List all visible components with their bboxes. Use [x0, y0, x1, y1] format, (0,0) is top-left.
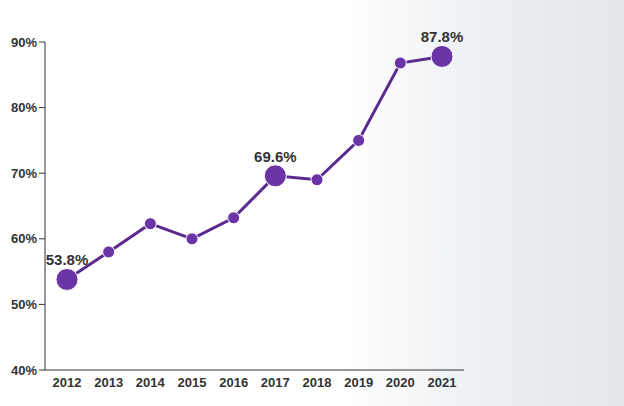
svg-text:2021: 2021: [428, 375, 457, 390]
svg-text:2020: 2020: [386, 375, 415, 390]
svg-text:87.8%: 87.8%: [421, 28, 464, 45]
svg-text:40%: 40%: [11, 363, 37, 378]
svg-text:50%: 50%: [11, 297, 37, 312]
svg-text:2013: 2013: [94, 375, 123, 390]
svg-text:60%: 60%: [11, 231, 37, 246]
svg-text:80%: 80%: [11, 100, 37, 115]
svg-text:2017: 2017: [261, 375, 290, 390]
svg-text:2018: 2018: [303, 375, 332, 390]
svg-text:2012: 2012: [53, 375, 82, 390]
svg-text:2014: 2014: [136, 375, 166, 390]
svg-text:53.8%: 53.8%: [46, 251, 89, 268]
svg-text:69.6%: 69.6%: [254, 148, 297, 165]
svg-text:2015: 2015: [178, 375, 207, 390]
svg-text:70%: 70%: [11, 166, 37, 181]
svg-text:90%: 90%: [11, 35, 37, 50]
svg-text:2019: 2019: [344, 375, 373, 390]
svg-text:2016: 2016: [219, 375, 248, 390]
